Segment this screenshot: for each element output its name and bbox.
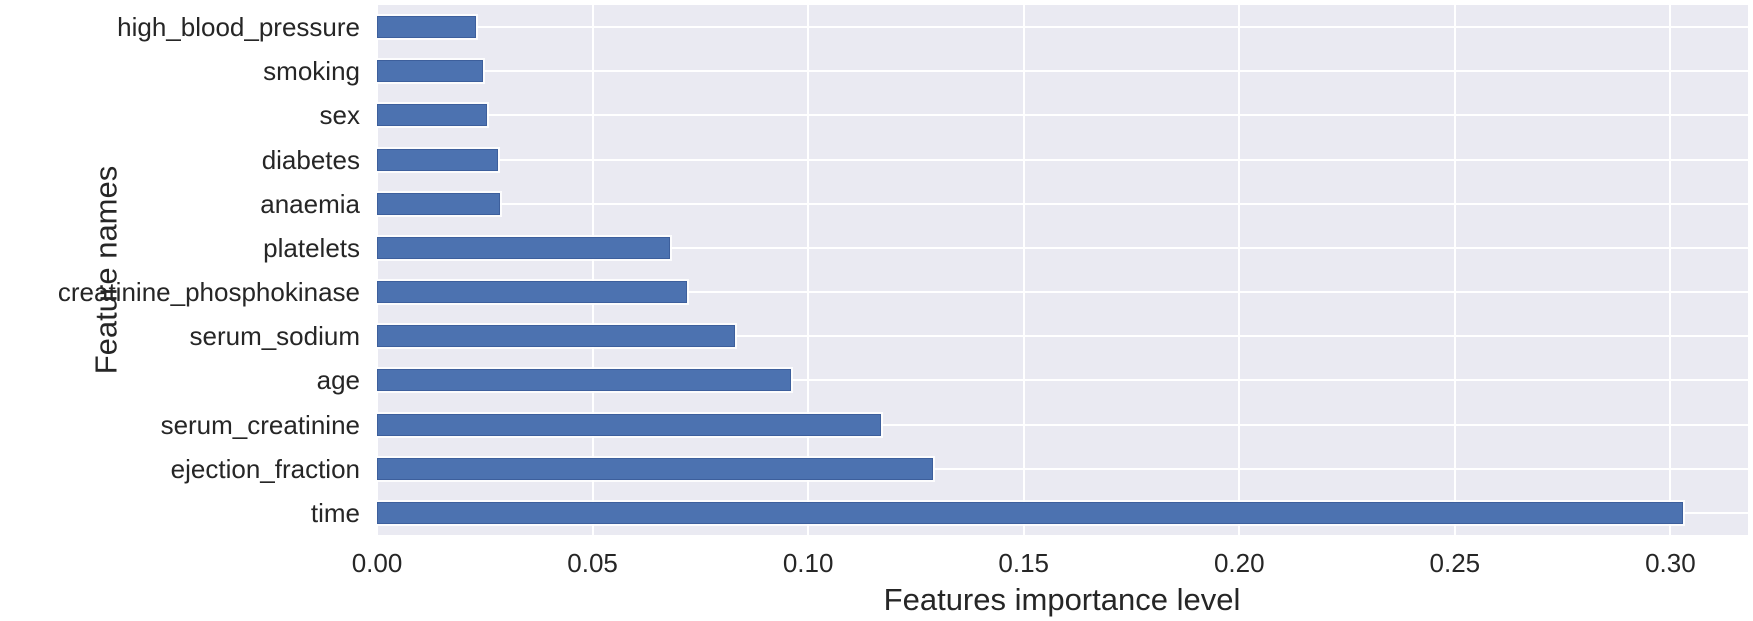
bar-platelets (377, 236, 671, 259)
x-tick-label: 0.20 (1213, 548, 1265, 578)
horizontal-gridline (377, 114, 1748, 117)
x-axis-title: Features importance level (883, 582, 1241, 617)
bar-anaemia (377, 192, 500, 215)
vertical-gridline (807, 5, 810, 535)
horizontal-gridline (377, 202, 1748, 205)
category-label-serum_sodium: serum_sodium (189, 321, 360, 352)
category-label-diabetes: diabetes (261, 144, 360, 175)
vertical-gridline (1453, 5, 1456, 535)
bar-creatinine_phosphokinase (377, 281, 688, 304)
bar-smoking (377, 60, 483, 83)
horizontal-gridline (377, 467, 1748, 470)
horizontal-gridline (377, 379, 1748, 382)
category-label-sex: sex (319, 100, 360, 131)
bar-high_blood_pressure (377, 16, 477, 39)
vertical-gridline (1022, 5, 1025, 535)
category-label-time: time (310, 497, 360, 528)
vertical-gridline (376, 5, 378, 535)
category-label-high_blood_pressure: high_blood_pressure (117, 12, 360, 43)
x-tick-label: 0.00 (351, 548, 403, 578)
horizontal-gridline (377, 158, 1748, 161)
x-tick-label: 0.10 (782, 548, 834, 578)
bar-ejection_fraction (377, 457, 934, 480)
category-label-anaemia: anaemia (260, 188, 360, 219)
horizontal-gridline (377, 70, 1748, 73)
bar-diabetes (377, 148, 498, 171)
x-tick-label: 0.15 (998, 548, 1049, 578)
plot-area (376, 5, 1748, 535)
vertical-gridline (1238, 5, 1241, 535)
bar-sex (377, 104, 487, 127)
category-label-serum_creatinine: serum_creatinine (160, 409, 360, 440)
category-label-age: age (316, 365, 360, 396)
horizontal-gridline (377, 291, 1748, 294)
vertical-gridline (1669, 5, 1672, 535)
horizontal-gridline (377, 246, 1748, 249)
bar-serum_creatinine (377, 413, 882, 436)
category-label-ejection_fraction: ejection_fraction (170, 453, 360, 484)
horizontal-gridline (377, 335, 1748, 338)
bar-age (377, 369, 791, 392)
x-tick-label: 0.05 (567, 548, 618, 578)
vertical-gridline (591, 5, 594, 535)
horizontal-gridline (377, 26, 1748, 29)
bar-time (377, 501, 1684, 524)
category-label-platelets: platelets (263, 232, 360, 263)
horizontal-gridline (377, 423, 1748, 426)
x-tick-label: 0.30 (1645, 548, 1696, 578)
x-tick-label: 0.25 (1429, 548, 1481, 578)
bar-serum_sodium (377, 325, 735, 348)
category-label-smoking: smoking (263, 56, 360, 87)
category-label-creatinine_phosphokinase: creatinine_phosphokinase (57, 277, 360, 308)
